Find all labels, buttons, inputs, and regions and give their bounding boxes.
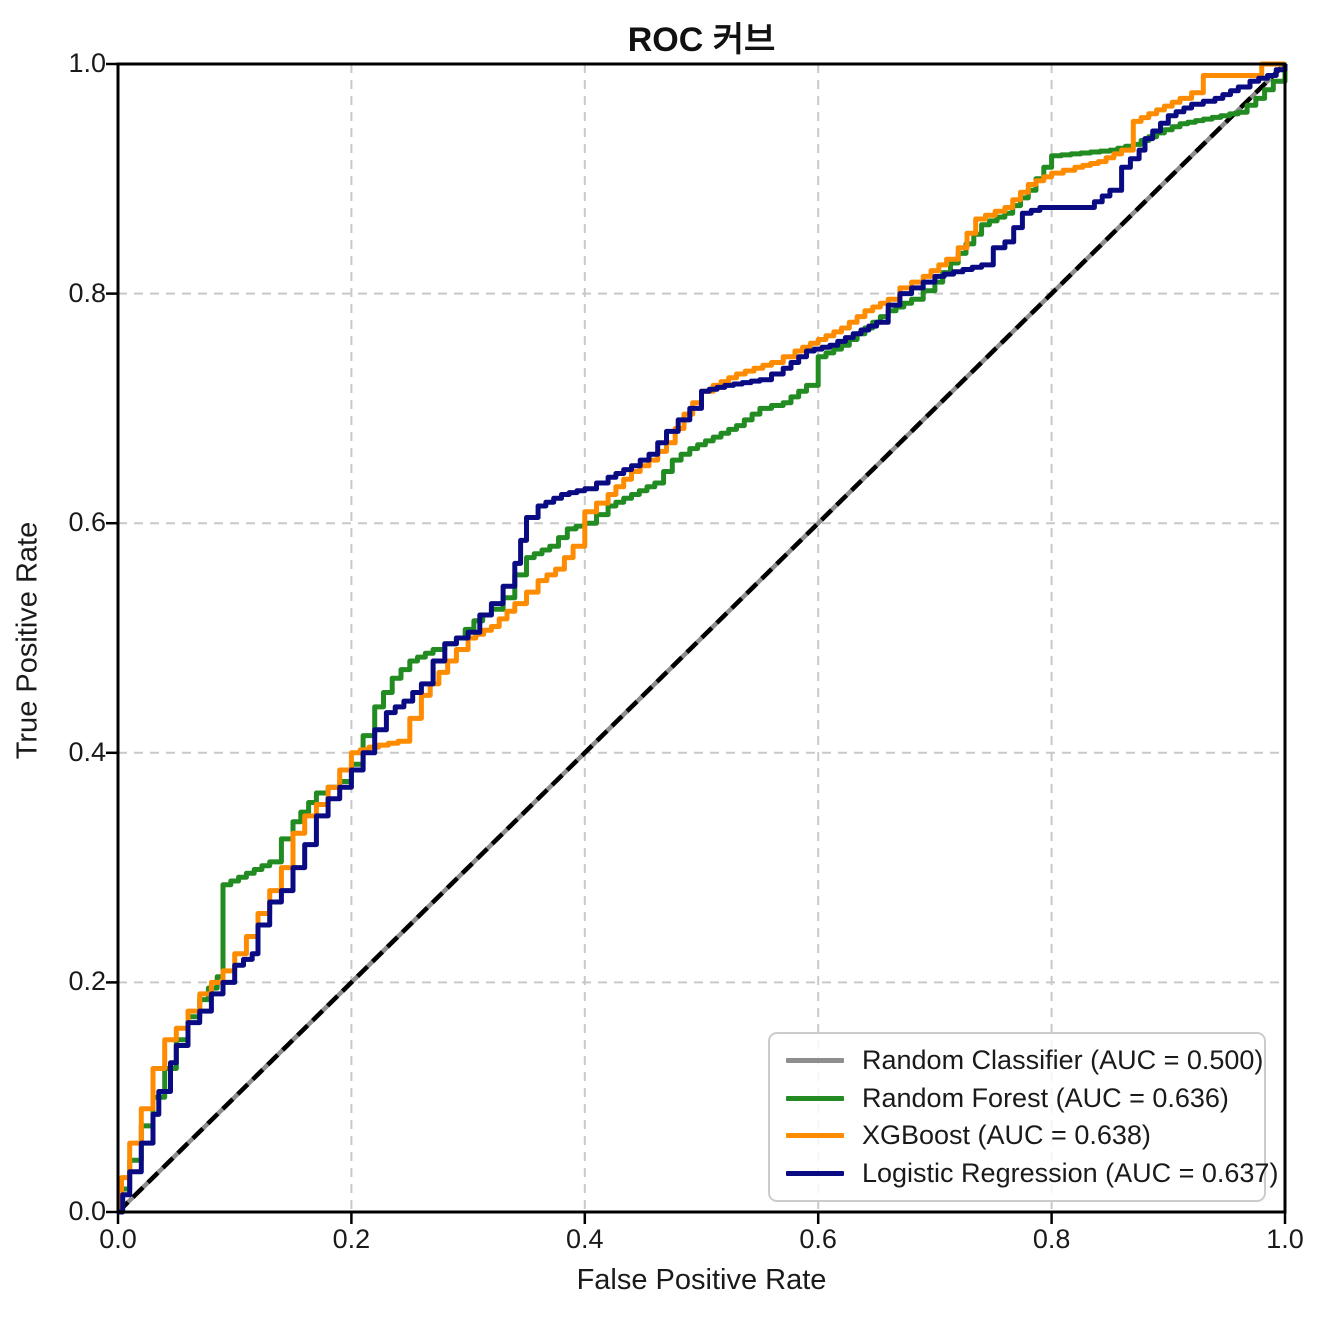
y-axis-label: True Positive Rate — [11, 521, 44, 760]
legend-item-random-forest: Random Forest (AUC = 0.636) — [786, 1083, 1248, 1114]
legend-item-random-classifier: Random Classifier (AUC = 0.500) — [786, 1045, 1263, 1076]
legend-label: Logistic Regression (AUC = 0.637) — [862, 1157, 1279, 1188]
plot-border — [116, 62, 1287, 1214]
legend-line-swatch — [786, 1058, 844, 1064]
legend-label: Random Forest (AUC = 0.636) — [862, 1082, 1229, 1113]
legend-line-swatch — [786, 1133, 844, 1139]
roc-curve-random-classifier — [116, 62, 1287, 1214]
x-tick-label: 1.0 — [1266, 1224, 1304, 1254]
legend-item-logistic-regression: Logistic Regression (AUC = 0.637) — [786, 1158, 1278, 1189]
y-tick-label: 0.0 — [68, 1196, 106, 1226]
legend-item-xgboost: XGBoost (AUC = 0.638) — [786, 1120, 1248, 1151]
legend-label: Random Classifier (AUC = 0.500) — [862, 1045, 1264, 1076]
legend: Random Classifier (AUC = 0.500) Random F… — [768, 1032, 1278, 1202]
chart-title: ROC 커브 — [627, 21, 776, 59]
x-tick-label: 0.6 — [799, 1224, 837, 1254]
legend-line-swatch — [786, 1095, 844, 1101]
roc-curve-random-forest — [118, 64, 1288, 1215]
x-tick-label: 0.2 — [332, 1224, 371, 1254]
legend-line-swatch — [786, 1170, 844, 1176]
roc-curve-xgboost — [118, 61, 1285, 1215]
roc-curve-logistic-regression — [118, 64, 1288, 1215]
legend-label: XGBoost (AUC = 0.638) — [862, 1120, 1151, 1151]
y-tick-label: 0.6 — [68, 507, 106, 538]
x-tick-label: 0.0 — [99, 1224, 137, 1254]
y-tick-label: 0.2 — [68, 966, 106, 997]
x-axis-label: False Positive Rate — [576, 1264, 827, 1296]
x-tick-label: 0.4 — [566, 1224, 604, 1254]
x-tick-label: 0.8 — [1032, 1224, 1071, 1254]
y-tick-label: 0.8 — [68, 277, 106, 308]
y-tick-label: 0.4 — [68, 736, 106, 767]
y-tick-label: 1.0 — [68, 48, 106, 78]
